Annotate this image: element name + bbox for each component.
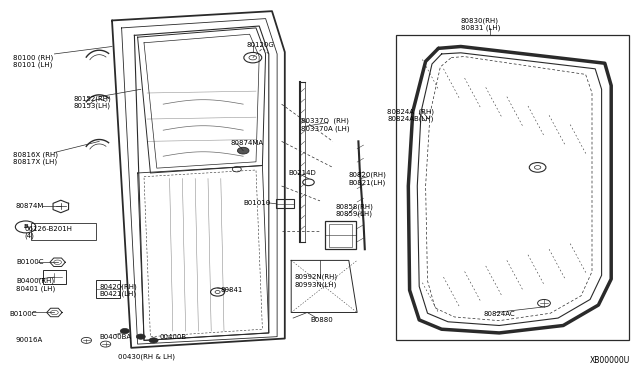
- Bar: [325, 221, 356, 249]
- Text: B0400BA: B0400BA: [99, 334, 131, 340]
- Text: 80816X (RH)
80817X (LH): 80816X (RH) 80817X (LH): [13, 151, 58, 165]
- Text: B0400(RH)
80401 (LH): B0400(RH) 80401 (LH): [16, 278, 55, 292]
- Text: 80830(RH)
80831 (LH): 80830(RH) 80831 (LH): [461, 17, 500, 31]
- Text: 80874MA: 80874MA: [230, 140, 264, 146]
- Text: 80337Q  (RH)
803370A (LH): 80337Q (RH) 803370A (LH): [301, 118, 349, 132]
- Text: B0214D: B0214D: [288, 170, 316, 176]
- Text: B0100C: B0100C: [16, 259, 44, 265]
- Circle shape: [136, 334, 145, 339]
- Text: B01010: B01010: [243, 200, 271, 206]
- Text: 80824AC: 80824AC: [483, 311, 515, 317]
- Text: 80152(RH)
80153(LH): 80152(RH) 80153(LH): [74, 95, 111, 109]
- Circle shape: [237, 147, 249, 154]
- Circle shape: [120, 328, 129, 334]
- Text: 80824A  (RH)
80824AB(LH): 80824A (RH) 80824AB(LH): [387, 108, 434, 122]
- Text: 90016A: 90016A: [16, 337, 44, 343]
- Text: B0100C: B0100C: [10, 311, 37, 317]
- Text: 00430(RH & LH): 00430(RH & LH): [118, 354, 175, 360]
- Text: B: B: [23, 224, 28, 230]
- Bar: [43, 270, 66, 284]
- Text: 80874M: 80874M: [16, 203, 44, 209]
- Text: B0880: B0880: [310, 317, 333, 323]
- Text: 80820(RH)
B0821(LH): 80820(RH) B0821(LH): [349, 171, 387, 186]
- Circle shape: [149, 338, 158, 343]
- Text: 80841: 80841: [221, 287, 243, 293]
- Text: 00400B: 00400B: [160, 334, 187, 340]
- Text: 80100 (RH)
80101 (LH): 80100 (RH) 80101 (LH): [13, 54, 53, 68]
- Text: 80120G: 80120G: [246, 42, 274, 48]
- Bar: [396, 35, 629, 340]
- Bar: [276, 199, 294, 208]
- Bar: [96, 280, 120, 298]
- Text: XB00000U: XB00000U: [590, 356, 630, 365]
- Text: 80858(RH)
80859(LH): 80858(RH) 80859(LH): [336, 203, 374, 217]
- Text: 80992N(RH)
80993N(LH): 80992N(RH) 80993N(LH): [294, 274, 337, 288]
- Bar: [329, 224, 352, 247]
- Text: 80420(RH)
B0421(LH): 80420(RH) B0421(LH): [99, 283, 137, 297]
- Text: 06126-B201H
(4): 06126-B201H (4): [24, 226, 72, 239]
